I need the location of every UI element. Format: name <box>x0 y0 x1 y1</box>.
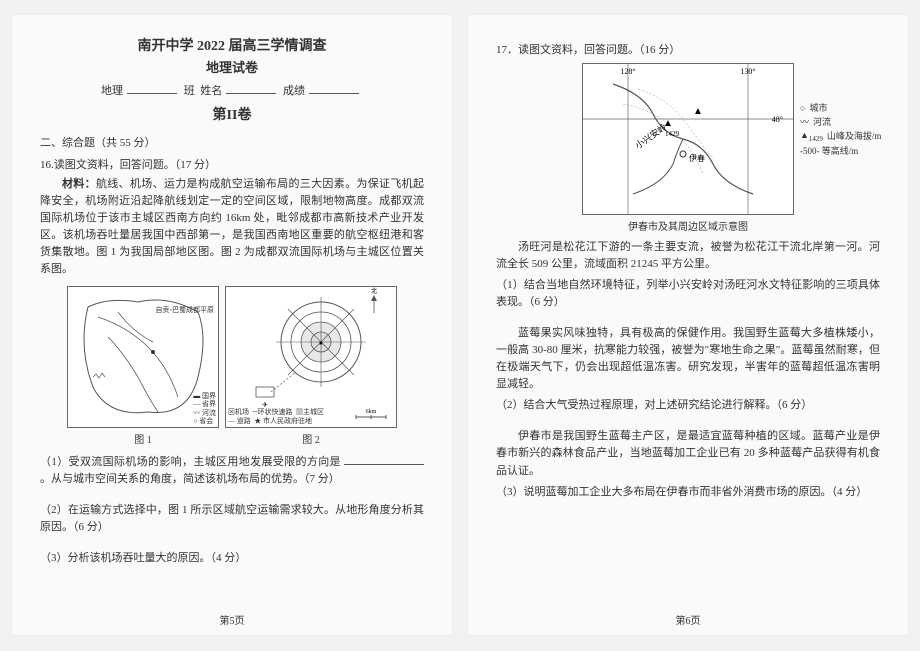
material-label: 材料： <box>62 178 96 190</box>
svg-text:北: 北 <box>371 287 377 295</box>
svg-text:128°: 128° <box>620 67 635 76</box>
figure-1-map: ▬ 国界 — 省界 〰 河流 ○ 省会 自贡◦巴蜀成都平原 <box>67 286 219 428</box>
page-5: 南开中学 2022 届高三学情调查 地理试卷 地理 班 姓名 成绩 第II卷 二… <box>12 15 452 635</box>
q16-prompt: 16.读图文资料，回答问题。（17 分） <box>40 156 424 172</box>
figure-1-caption: 图 1 <box>67 431 219 446</box>
legend-airport: 机场 <box>235 408 249 416</box>
figure-2: ✈ ★ 北 6km <box>225 286 397 446</box>
svg-text:130°: 130° <box>740 67 755 76</box>
q17-sub3: （3）说明蓝莓加工企业大多布局在伊春市而非省外消费市场的原因。（4 分） <box>496 484 880 501</box>
class-label: 班 <box>184 85 195 97</box>
page-number-5: 第5页 <box>12 612 452 627</box>
svg-text:伊春: 伊春 <box>689 153 705 163</box>
q16-sub1-text: （1）受双流国际机场的影响，主城区用地发展受限的方向是 <box>40 456 341 468</box>
q16-sub3: （3）分析该机场吞吐量大的原因。（4 分） <box>40 550 424 567</box>
student-info-line: 地理 班 姓名 成绩 <box>40 82 424 98</box>
q17-sub2: （2）结合大气受热过程原理，对上述研究结论进行解释。（6 分） <box>496 397 880 414</box>
svg-text:48°: 48° <box>772 115 783 124</box>
q16-figures: ▬ 国界 — 省界 〰 河流 ○ 省会 自贡◦巴蜀成都平原 图 1 <box>40 286 424 446</box>
exam-subtitle: 地理试卷 <box>40 57 424 76</box>
legend-highway: 环状快速路 <box>257 408 292 416</box>
q17-para3: 伊春市是我国野生蓝莓主产区，是最适宜蓝莓种植的区域。蓝莓产业是伊春市新兴的森林食… <box>496 428 880 479</box>
q17-para2: 蓝莓果实风味独特，具有极高的保健作用。我国野生蓝莓大多植株矮小，一般高 30-8… <box>496 325 880 393</box>
svg-text:★: ★ <box>318 340 323 347</box>
q17-sub1: （1）结合当地自然环境特征，列举小兴安岭对汤旺河水文特征影响的三项具体表现。（6… <box>496 277 880 311</box>
legend-road: 道路 <box>237 417 251 425</box>
svg-text:▲: ▲ <box>693 106 703 117</box>
material-text: 航线、机场、运力是构成航空运输布局的三大因素。为保证飞机起降安全，机场附近沿起降… <box>40 178 424 275</box>
svg-text:小兴安岭: 小兴安岭 <box>633 121 669 151</box>
legend-contour: -500- 等高线/m <box>800 146 890 158</box>
legend-city: ○城市 <box>800 103 890 115</box>
figure-2-map: ✈ ★ 北 6km <box>225 286 397 428</box>
q17-prompt: 17．读图文资料，回答问题。（16 分） <box>496 41 880 57</box>
exam-title: 南开中学 2022 届高三学情调查 <box>40 35 424 55</box>
page-number-6: 第6页 <box>468 612 908 627</box>
q16-sub2: （2）在运输方式选择中，图 1 所示区域航空运输需求较大。从地形角度分析其原因。… <box>40 502 424 536</box>
composite-section-head: 二、综合题（共 55 分） <box>40 134 424 150</box>
q17-figure-wrap: 128° 130° 48° ▲ 1429 ▲ 伊春 小兴安岭 <box>496 63 880 233</box>
legend-mountain: ▲1429山峰及海拔/m <box>800 130 890 144</box>
q17-para1: 汤旺河是松花江下游的一条主要支流，被誉为松花江干流北岸第一河。河流全长 509 … <box>496 239 880 273</box>
section-ii-title: 第II卷 <box>40 104 424 124</box>
legend-mainzone: 主城区 <box>303 408 324 416</box>
subject-label: 地理 <box>101 85 123 97</box>
figure-1: ▬ 国界 — 省界 〰 河流 ○ 省会 自贡◦巴蜀成都平原 图 1 <box>67 286 219 446</box>
q17-map-caption: 伊春市及其周边区域示意图 <box>582 218 794 233</box>
q16-sub1: （1）受双流国际机场的影响，主城区用地发展受限的方向是 。从与城市空间关系的角度… <box>40 454 424 488</box>
legend-river: 〰河流 <box>800 117 890 129</box>
figure-2-caption: 图 2 <box>225 431 397 446</box>
svg-text:6km: 6km <box>366 409 377 415</box>
q16-material: 材料：航线、机场、运力是构成航空运输布局的三大因素。为保证飞机起降安全，机场附近… <box>40 176 424 278</box>
q17-map: 128° 130° 48° ▲ 1429 ▲ 伊春 小兴安岭 <box>582 63 794 215</box>
legend-gov: 市人民政府驻地 <box>263 417 312 425</box>
score-label: 成绩 <box>283 85 305 97</box>
q16-sub1-tail: 。从与城市空间关系的角度，简述该机场布局的优势。（7 分） <box>40 473 340 485</box>
page-6: 17．读图文资料，回答问题。（16 分） 128° 130° 48° <box>468 15 908 635</box>
svg-text:1429: 1429 <box>665 130 680 138</box>
name-label: 姓名 <box>200 85 222 97</box>
